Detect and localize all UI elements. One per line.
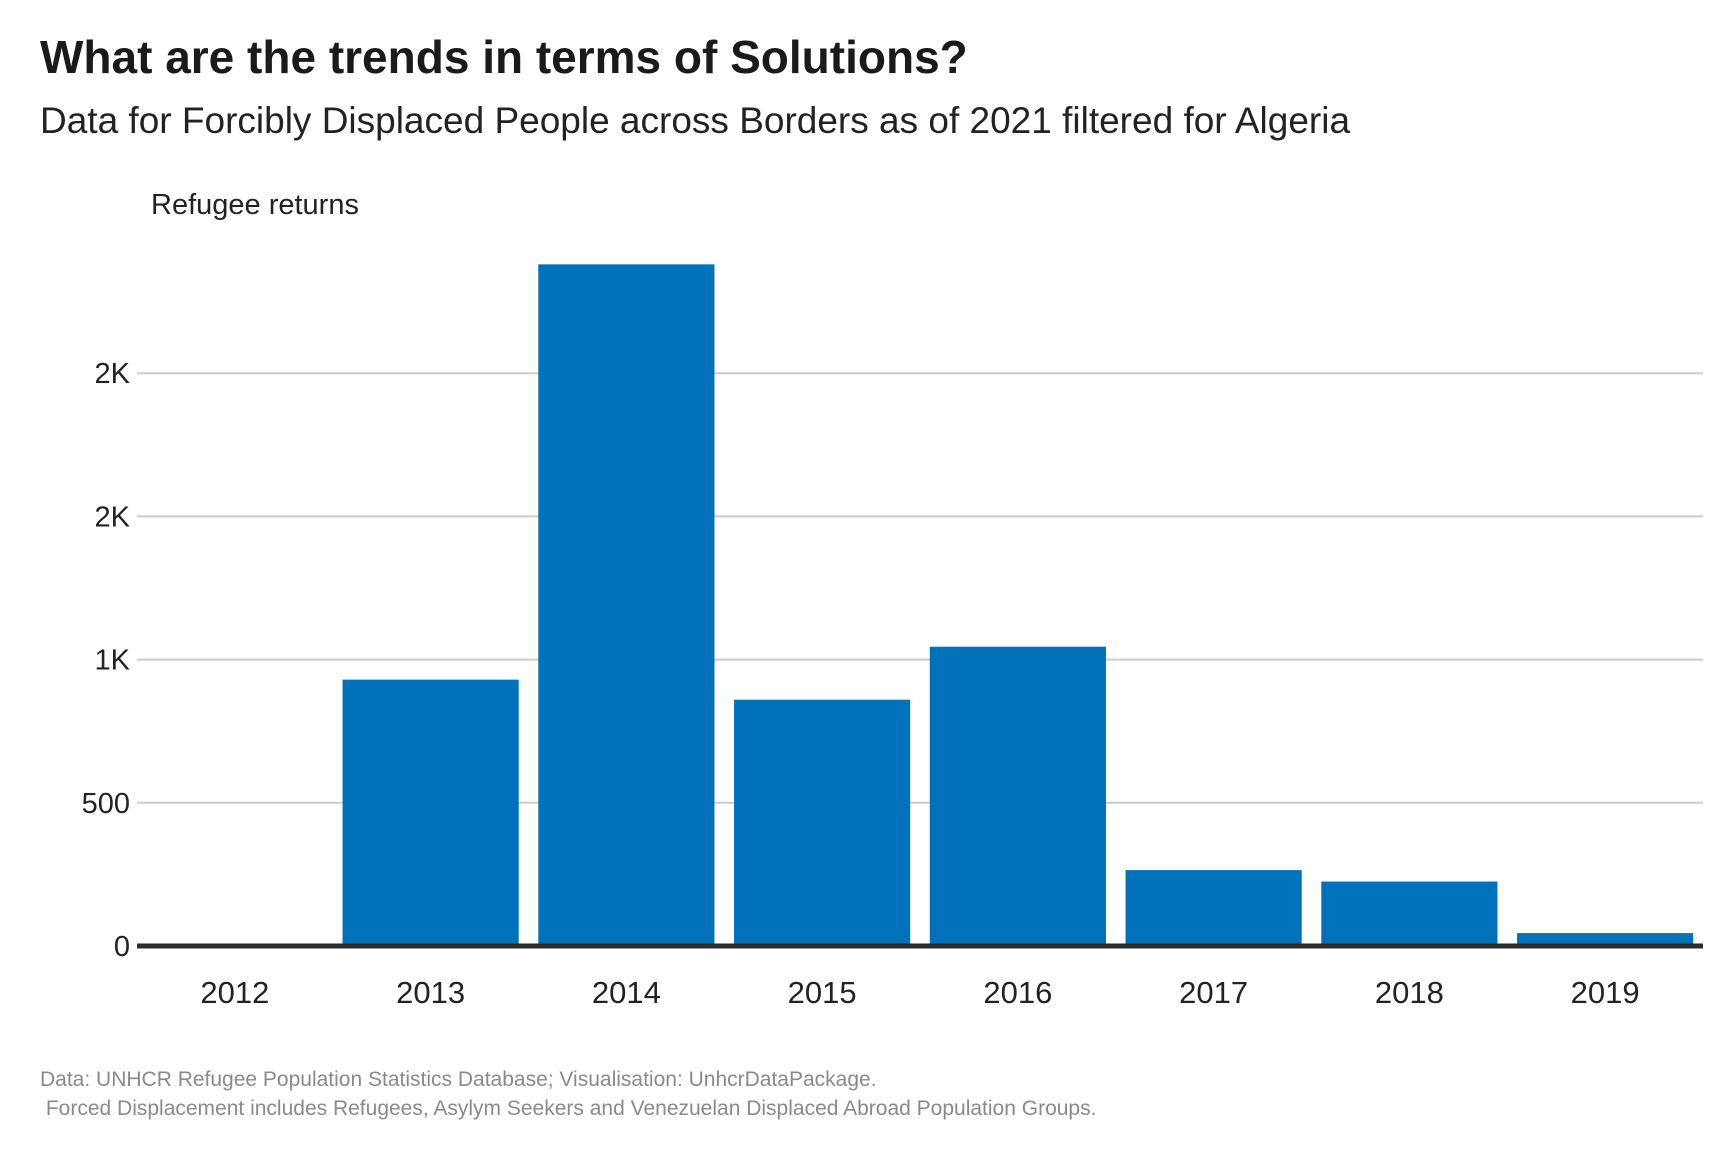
bar-2017 [1125, 870, 1302, 946]
bar-2014 [538, 264, 715, 946]
bar-2015 [734, 699, 911, 946]
x-tick-label: 2016 [983, 975, 1052, 1010]
x-tick-label: 2015 [788, 975, 857, 1010]
y-axis-label: Refugee returns [151, 189, 359, 221]
y-tick-label: 2K [95, 501, 131, 533]
x-tick-label: 2017 [1179, 975, 1248, 1010]
bar-2013 [342, 679, 519, 946]
bars [342, 264, 1694, 946]
chart-title: What are the trends in terms of Solution… [40, 31, 968, 83]
axes: 0 500 1K 2K 2K 2012 2013 2014 2015 2016 2017 2018 20… [82, 358, 1703, 1010]
bar-2018 [1321, 881, 1498, 946]
chart-footer: Data: UNHCR Refugee Population Statistic… [40, 1065, 1096, 1123]
x-tick-label: 2018 [1375, 975, 1444, 1010]
bar-2016 [929, 646, 1106, 946]
bar-2019 [1517, 933, 1694, 946]
x-tick-label: 2013 [396, 975, 465, 1010]
x-tick-label: 2012 [200, 975, 269, 1010]
y-tick-label: 0 [114, 931, 130, 963]
x-tick-label: 2019 [1571, 975, 1640, 1010]
chart-subtitle: Data for Forcibly Displaced People acros… [40, 100, 1351, 141]
x-tick-label: 2014 [592, 975, 661, 1010]
footer-source: Data: UNHCR Refugee Population Statistic… [40, 1068, 877, 1091]
y-tick-label: 2K [95, 358, 131, 390]
y-tick-label: 500 [82, 788, 130, 820]
footer-note: Forced Displacement includes Refugees, A… [40, 1097, 1097, 1120]
y-tick-label: 1K [95, 645, 131, 677]
